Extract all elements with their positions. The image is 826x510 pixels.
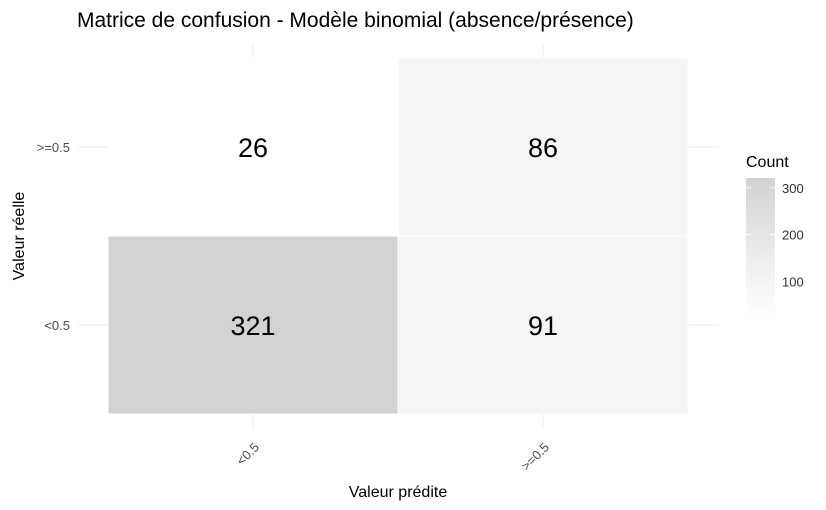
heatmap-cells: 26 86 321 91	[107, 57, 689, 415]
heatmap-cell	[107, 235, 399, 415]
legend-colorbar	[746, 178, 775, 316]
x-axis-title: Valeur prédite	[349, 484, 448, 501]
legend: Count 100 200 300	[746, 154, 804, 316]
legend-tick-label: 300	[782, 181, 804, 196]
chart-title: Matrice de confusion - Modèle binomial (…	[77, 9, 634, 32]
cell-value-label: 26	[238, 133, 268, 163]
legend-tick-label: 100	[782, 274, 804, 289]
cell-value-label: 321	[230, 311, 275, 341]
y-tick-label: >=0.5	[37, 140, 70, 155]
heatmap-cell	[107, 57, 399, 237]
x-tick-label: >=0.5	[518, 440, 552, 474]
y-tick-label: <0.5	[44, 318, 70, 333]
cell-value-label: 91	[528, 311, 558, 341]
x-tick-label: <0.5	[233, 440, 262, 469]
legend-tick-label: 200	[782, 228, 804, 243]
legend-title: Count	[746, 154, 789, 171]
legend-ticks: 100 200 300	[746, 181, 804, 289]
cell-value-label: 86	[528, 133, 558, 163]
heatmap-cell	[397, 235, 689, 415]
y-axis-title: Valeur réelle	[11, 192, 28, 281]
